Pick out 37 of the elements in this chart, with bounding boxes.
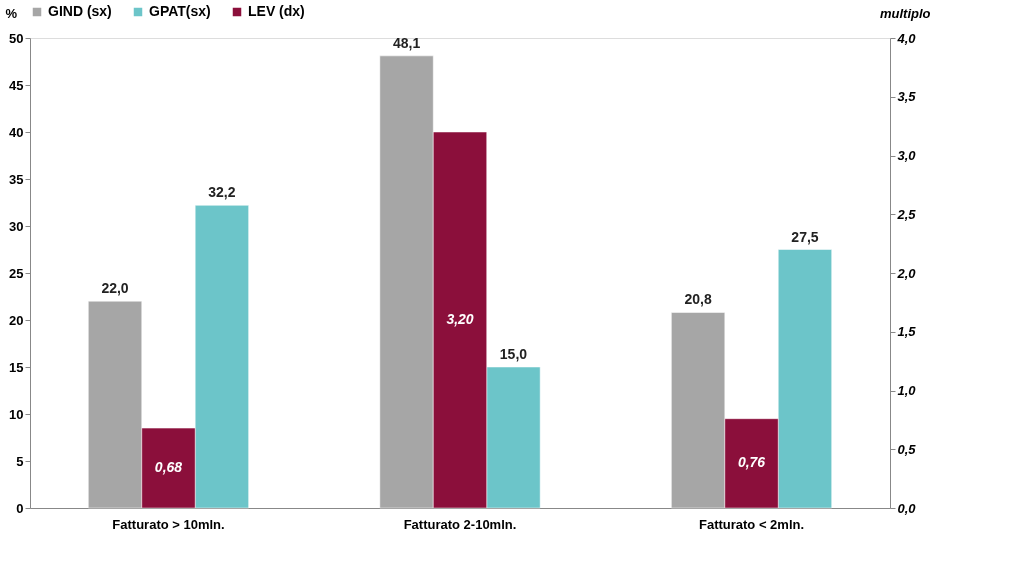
data-label: 0,76 bbox=[737, 454, 766, 471]
y-tick-label: 35 bbox=[9, 171, 24, 187]
y2-tick-label: 2,5 bbox=[896, 206, 917, 222]
data-label: 48,1 bbox=[392, 34, 421, 51]
data-label: 0,68 bbox=[154, 459, 183, 476]
legend-label: LEV (dx) bbox=[248, 3, 305, 19]
data-label: 32,2 bbox=[208, 184, 236, 201]
y-tick-label: 30 bbox=[9, 218, 24, 234]
y-tick-label: 45 bbox=[9, 77, 24, 93]
y2-tick-label: 0,0 bbox=[897, 500, 917, 516]
y-tick-label: 50 bbox=[9, 30, 24, 46]
x-tick-label: Fatturato 2-10mln. bbox=[403, 516, 517, 532]
data-label: 22,0 bbox=[101, 280, 129, 297]
x-tick-label: Fatturato < 2mln. bbox=[698, 516, 805, 532]
legend-label: GIND (sx) bbox=[48, 3, 112, 19]
y-axis-title: % bbox=[5, 5, 18, 21]
y-tick-label: 40 bbox=[9, 124, 24, 140]
data-label: 15,0 bbox=[499, 346, 528, 362]
y2-tick-label: 2,0 bbox=[896, 265, 917, 281]
y-tick-label: 20 bbox=[9, 312, 24, 328]
y-tick-label: 0 bbox=[16, 500, 24, 516]
y-tick-label: 5 bbox=[16, 453, 24, 469]
y-tick-label: 10 bbox=[9, 406, 24, 422]
y2-tick-label: 1,0 bbox=[897, 383, 917, 398]
y2-axis-title: multiplo bbox=[879, 5, 931, 21]
y2-tick-label: 1,5 bbox=[897, 324, 917, 340]
data-label: 3,20 bbox=[446, 311, 474, 327]
legend-label: GPAT(sx) bbox=[149, 3, 211, 19]
data-label: 27,5 bbox=[791, 228, 819, 245]
y2-tick-label: 3,5 bbox=[897, 89, 917, 105]
x-tick-label: Fatturato > 10mln. bbox=[112, 516, 225, 532]
y-tick-label: 25 bbox=[9, 265, 24, 281]
y2-tick-label: 0,5 bbox=[897, 441, 917, 457]
y2-tick-label: 4,0 bbox=[896, 30, 917, 46]
y-tick-label: 15 bbox=[9, 359, 24, 375]
data-label: 20,8 bbox=[684, 291, 712, 308]
y2-tick-label: 3,0 bbox=[897, 148, 917, 163]
